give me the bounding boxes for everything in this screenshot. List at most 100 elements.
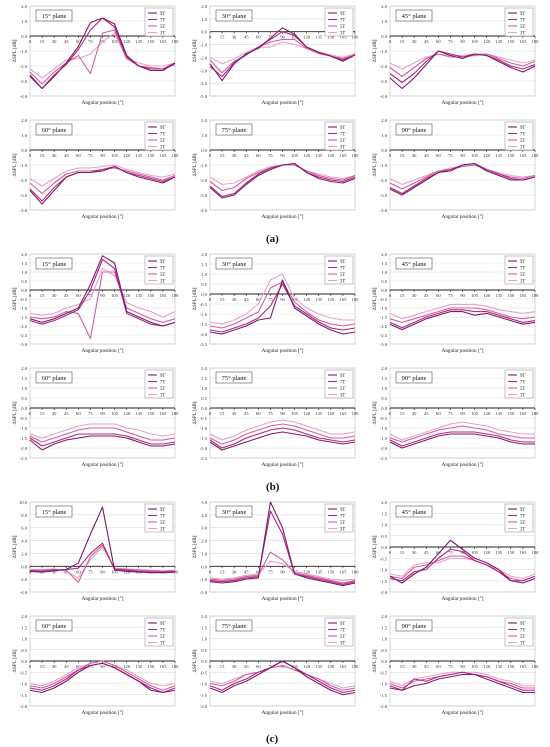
y-tick-label: -1.0	[20, 306, 28, 311]
chart-title-box	[35, 505, 73, 518]
x-tick-label: 165	[519, 411, 527, 416]
x-tick-label: 0	[389, 153, 392, 158]
x-tick-label: 165	[339, 297, 347, 302]
x-tick-label: 30	[412, 153, 417, 158]
chart-14: -2.0-1.00.01.02.03.04.05.00 15 30 45 60 75 90 1…	[192, 500, 359, 602]
x-tick-label: 15	[40, 153, 45, 158]
x-tick-label: 135	[135, 293, 143, 298]
plot-frame	[29, 119, 176, 211]
x-tick-label: 90	[100, 569, 105, 574]
y-axis-label: ΔSPL [dB]	[372, 401, 378, 424]
y-tick-label: -2.0	[200, 332, 208, 337]
legend-label-9t: 9T	[340, 12, 345, 17]
y-tick-label: 0.0	[201, 292, 207, 297]
series-line-3t	[209, 560, 356, 581]
x-tick-label: 135	[495, 664, 503, 669]
series-line-7t	[389, 671, 535, 691]
chart-5: -4.0 -3.0 -2.0 -1.0 0.0 1.0 2.0 0 15 30 45 60 75 90 10…	[192, 118, 359, 220]
x-axis-label: Angular position [°]	[82, 213, 124, 220]
x-tick-label: 180	[532, 411, 540, 416]
series-line-7t	[209, 283, 356, 333]
legend-label-7t: 7T	[520, 18, 525, 23]
chart-title: 15° plane	[35, 257, 73, 270]
y-tick-label: -1.0	[380, 426, 388, 431]
x-tick-label: 105	[471, 153, 479, 158]
x-tick-label: 135	[135, 153, 143, 158]
series-line-9t	[29, 165, 176, 205]
x-tick-label: 165	[519, 664, 527, 669]
legend-label-3t: 3T	[520, 393, 525, 398]
y-axis-label: ΔSPL [dB]	[12, 649, 18, 672]
y-tick-label: 2.0	[201, 539, 207, 544]
x-axis-label: Angular position [°]	[262, 99, 304, 106]
legend-box	[144, 121, 174, 151]
legend-label-7t: 7T	[160, 380, 165, 385]
legend-box	[504, 503, 534, 533]
y-tick-label: 0.0	[381, 545, 387, 550]
chart-4: -4.0 -3.0 -2.0 -1.0 0.0 1.0 2.0 0 15 30 45 60 75 90 10…	[12, 118, 179, 220]
y-tick-label: -1.5	[380, 315, 388, 320]
x-tick-label: 75	[448, 153, 453, 158]
x-tick-label: 120	[303, 664, 311, 669]
legend-label-5t: 5T	[160, 273, 165, 278]
x-tick-label: 150	[147, 411, 155, 416]
y-tick-label: -1.0	[20, 426, 28, 431]
y-tick-label: 2.0	[381, 500, 387, 505]
y-tick-label: 0.5	[381, 396, 387, 401]
legend-label-3t: 3T	[340, 641, 345, 646]
y-tick-label: 2.0	[381, 252, 387, 257]
series-line-9t	[389, 433, 535, 449]
x-tick-label: 105	[111, 411, 119, 416]
chart-title-text: 15° plane	[42, 509, 67, 516]
y-tick-label: 2.0	[21, 614, 27, 619]
x-tick-label: 135	[315, 35, 323, 40]
y-tick-label: 0.0	[381, 659, 387, 664]
x-tick-label: 0	[29, 39, 32, 44]
x-tick-label: 135	[495, 153, 503, 158]
x-tick-label: 60	[76, 293, 81, 298]
x-tick-label: 150	[327, 297, 335, 302]
chart-title-text: 90° plane	[402, 127, 427, 134]
y-tick-label: -1.5	[380, 693, 388, 698]
chart-title: 90° plane	[395, 619, 433, 632]
y-tick-label: -2.0	[380, 324, 388, 329]
x-tick-label: 60	[76, 569, 81, 574]
y-tick-label: 0.0	[201, 30, 207, 35]
y-tick-label: 0.0	[381, 148, 387, 153]
y-tick-label: -0.5	[380, 297, 388, 302]
x-tick-label: 150	[327, 153, 335, 158]
y-tick-label: -2.5	[200, 456, 208, 461]
y-tick-label: -3.0	[20, 79, 28, 84]
y-tick-label: 1.0	[21, 270, 27, 275]
chart-title: 45° plane	[395, 9, 433, 22]
x-tick-label: 30	[52, 153, 57, 158]
chart-16: -2.0 -1.5 -1.0 -0.5 0.0 0.5 1.0 1.5 2.0 0 15 30 45 60…	[12, 614, 179, 716]
x-tick-label: 30	[232, 153, 237, 158]
y-tick-label: 0.0	[21, 34, 27, 39]
x-tick-label: 0	[389, 39, 392, 44]
legend-label-5t: 5T	[520, 387, 525, 392]
x-tick-label: 45	[64, 411, 69, 416]
x-tick-label: 60	[256, 297, 261, 302]
y-tick-label: 0.5	[201, 282, 207, 287]
y-tick-label: 1.0	[201, 17, 207, 22]
series-line-3t	[389, 53, 536, 70]
x-tick-label: 0	[209, 569, 212, 574]
x-axis-label: Angular position [°]	[262, 461, 304, 468]
x-tick-label: 75	[88, 293, 93, 298]
x-tick-label: 45	[64, 153, 69, 158]
x-tick-label: 0	[29, 293, 32, 298]
y-tick-label: -2.0	[380, 446, 388, 451]
x-tick-label: 120	[123, 293, 131, 298]
x-axis-label: Angular position [°]	[262, 709, 304, 716]
plot-frame	[389, 5, 536, 97]
chart-title-text: 30° plane	[222, 13, 247, 20]
y-tick-label: -2.0	[200, 55, 208, 60]
x-tick-label: 15	[220, 35, 225, 40]
